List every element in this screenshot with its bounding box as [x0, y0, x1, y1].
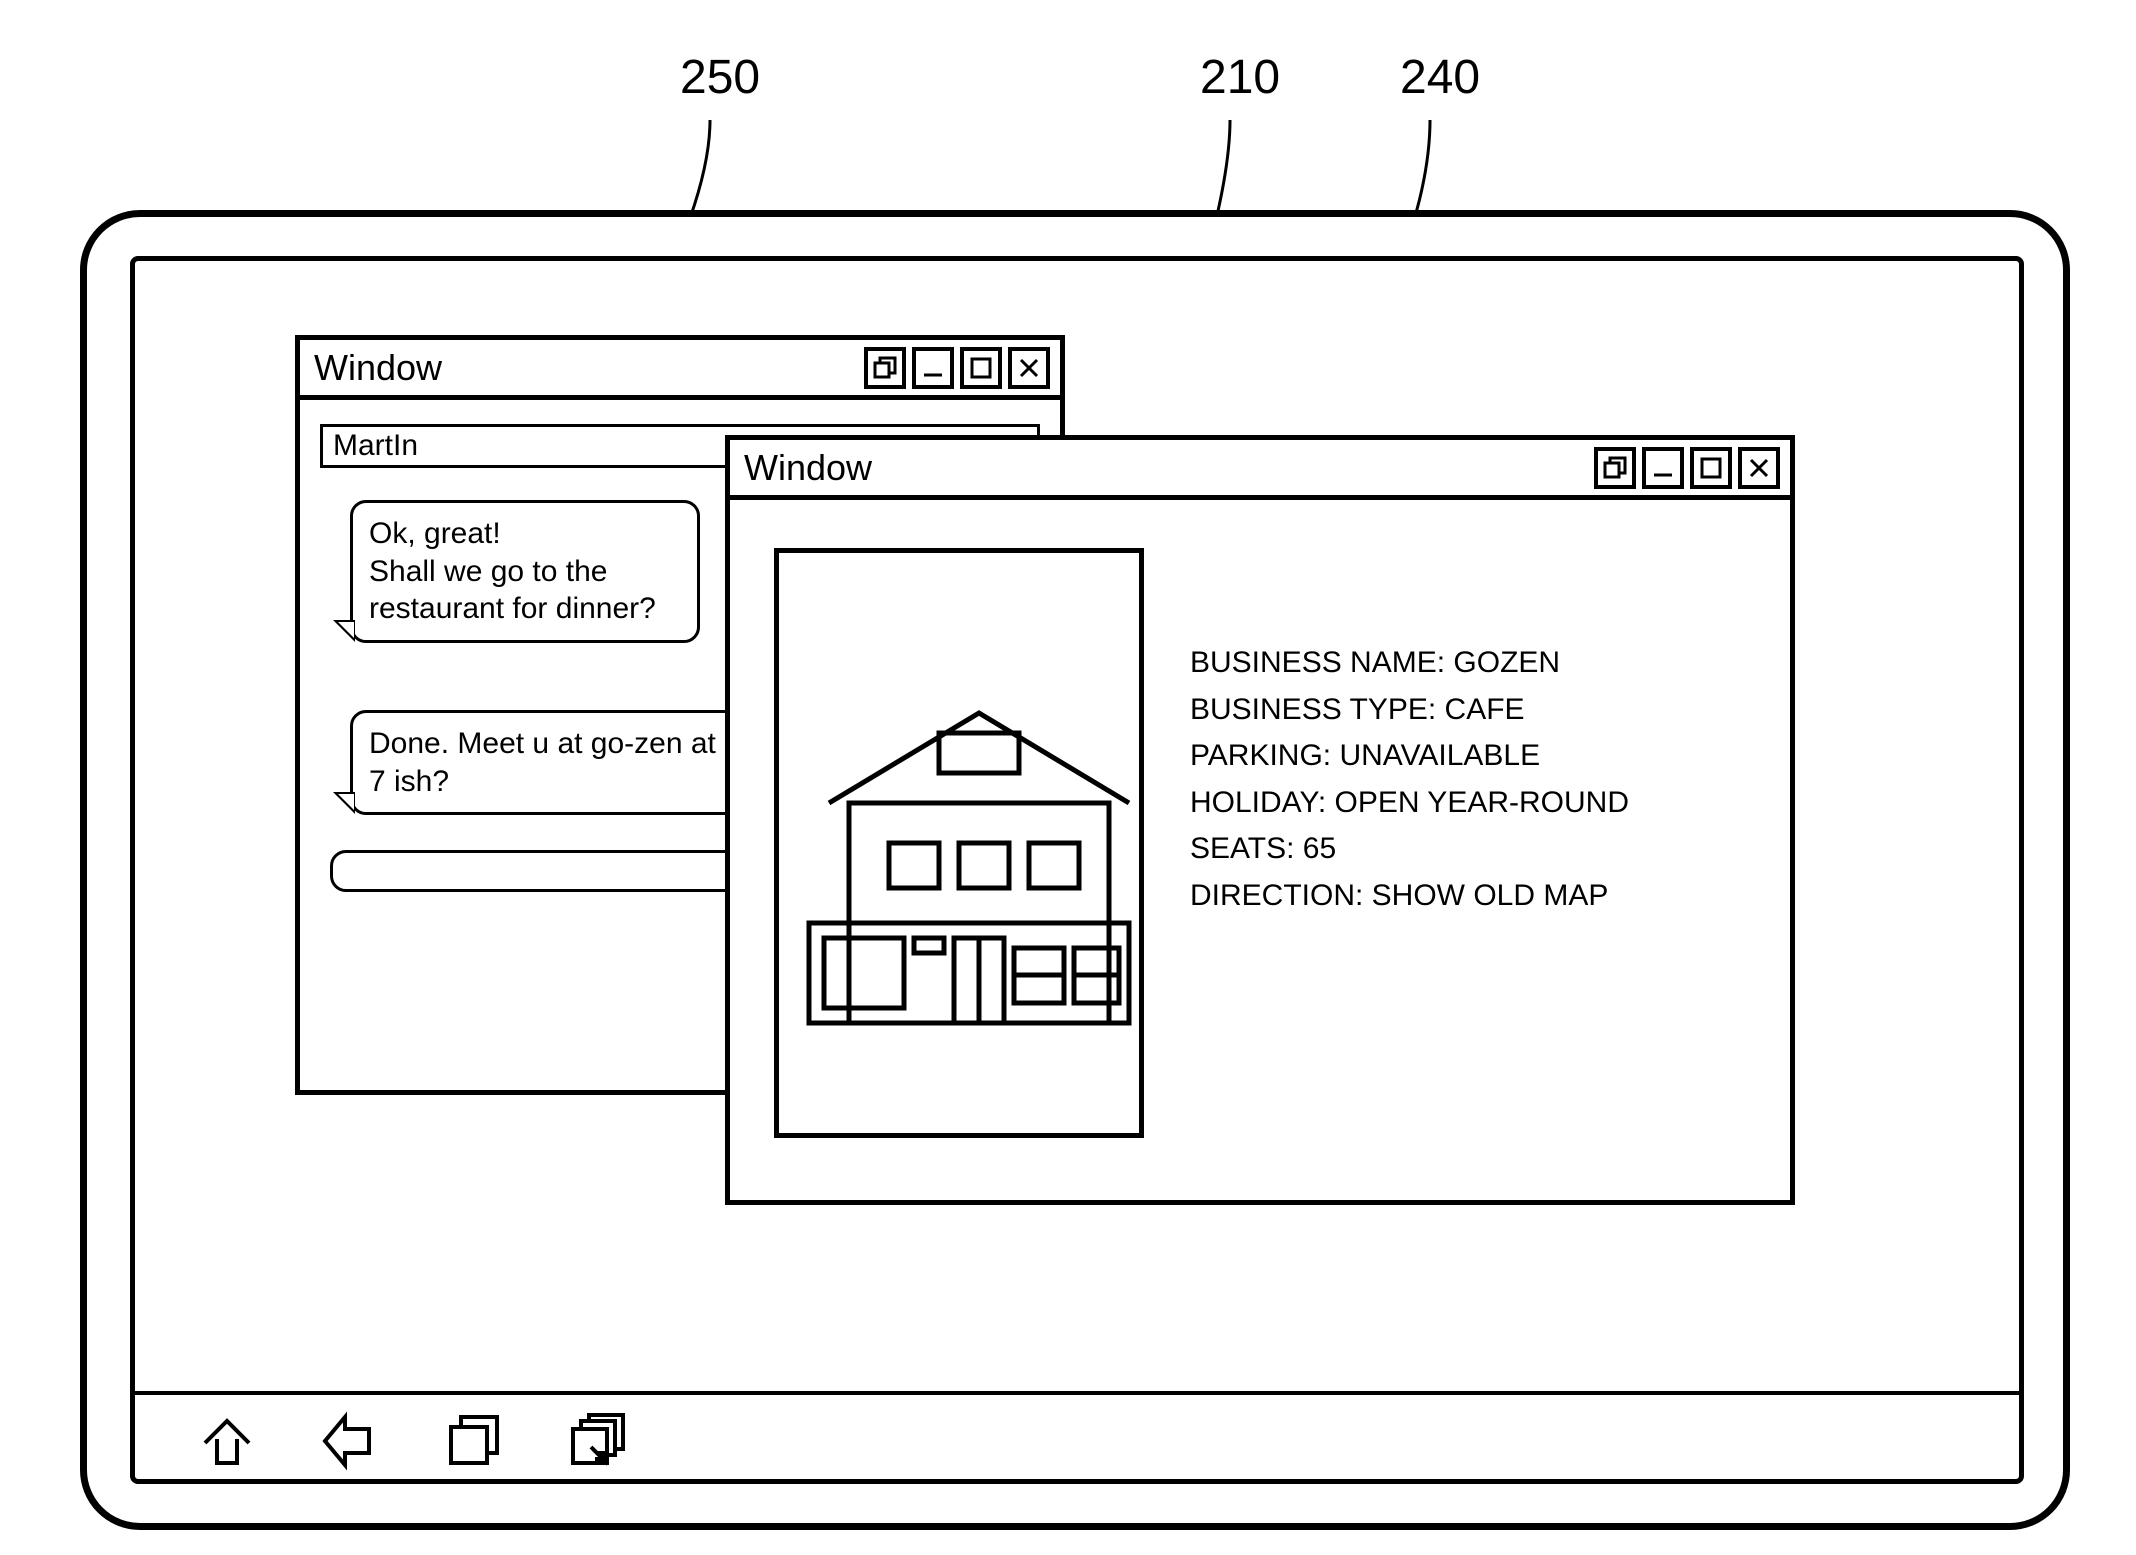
info-line-2: PARKING: UNAVAILABLE [1190, 733, 1629, 780]
info-window-buttons [1594, 447, 1780, 489]
chat-window-title: Window [314, 347, 864, 389]
home-icon[interactable] [195, 1409, 259, 1473]
back-icon[interactable] [319, 1409, 383, 1473]
info-line-3: HOLIDAY: OPEN YEAR-ROUND [1190, 780, 1629, 827]
info-window[interactable]: Window [725, 435, 1795, 1205]
chat-titlebar[interactable]: Window [300, 340, 1060, 400]
maximize-icon[interactable] [1690, 447, 1732, 489]
screen: Window MartIn [130, 256, 2024, 1484]
restore-icon[interactable] [1594, 447, 1636, 489]
canvas: 250 210 240 Window [0, 0, 2136, 1555]
close-icon[interactable] [1738, 447, 1780, 489]
info-window-title: Window [744, 447, 1594, 489]
chat-bubble-2: Done. Meet u at go-zen at 7 ish? [350, 710, 760, 815]
chat-bubble-1: Ok, great! Shall we go to the restaurant… [350, 500, 700, 643]
business-photo [774, 548, 1144, 1138]
nav-bar [135, 1391, 2019, 1487]
info-titlebar[interactable]: Window [730, 440, 1790, 500]
house-icon [779, 553, 1149, 1143]
chat-bubble-2-text: Done. Meet u at go-zen at 7 ish? [369, 727, 716, 798]
info-line-1: BUSINESS TYPE: CAFE [1190, 687, 1629, 734]
info-line-0: BUSINESS NAME: GOZEN [1190, 640, 1629, 687]
business-info: BUSINESS NAME: GOZEN BUSINESS TYPE: CAFE… [1190, 640, 1629, 919]
maximize-icon[interactable] [960, 347, 1002, 389]
windows-icon[interactable] [443, 1409, 507, 1473]
close-icon[interactable] [1008, 347, 1050, 389]
minimize-icon[interactable] [1642, 447, 1684, 489]
chat-window-buttons [864, 347, 1050, 389]
info-line-5: DIRECTION: SHOW OLD MAP [1190, 873, 1629, 920]
minimize-icon[interactable] [912, 347, 954, 389]
info-line-4: SEATS: 65 [1190, 826, 1629, 873]
restore-icon[interactable] [864, 347, 906, 389]
stack-resize-icon[interactable] [567, 1409, 631, 1473]
chat-bubble-1-text: Ok, great! Shall we go to the restaurant… [369, 517, 656, 625]
